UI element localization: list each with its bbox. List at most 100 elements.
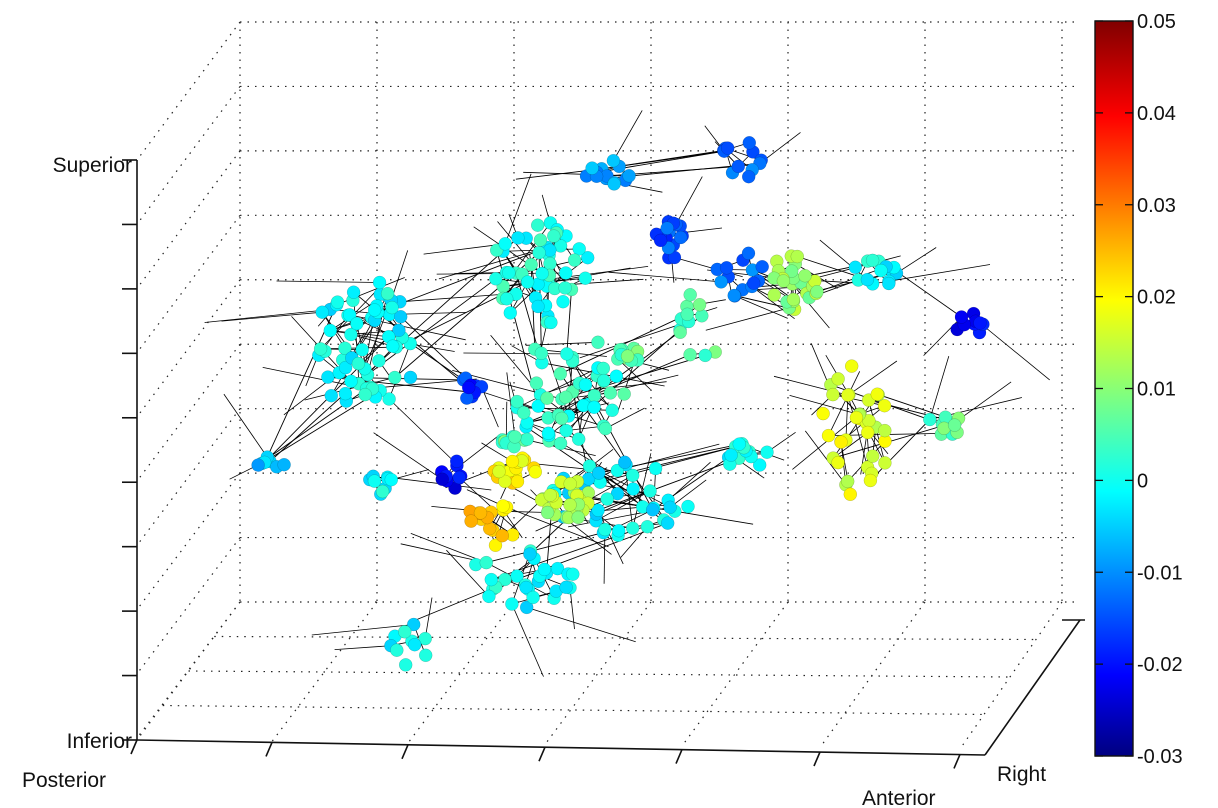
edge: [330, 330, 389, 338]
node-point: [323, 323, 338, 338]
node-point: [388, 370, 402, 385]
node-point: [502, 266, 516, 280]
node-point: [831, 372, 845, 386]
node-point: [338, 341, 352, 355]
node-point: [843, 487, 858, 502]
edge: [486, 532, 604, 564]
node-point: [511, 231, 525, 245]
node-point: [559, 580, 573, 595]
node-point: [563, 477, 577, 491]
node-point: [407, 637, 422, 652]
node-point: [398, 658, 413, 672]
node-point: [648, 461, 663, 476]
node-point: [617, 455, 632, 470]
node-point: [877, 398, 892, 413]
node-point: [865, 253, 880, 268]
node-point: [382, 392, 396, 406]
node-point: [947, 418, 962, 432]
edge: [955, 381, 1012, 423]
z-axis-min-label: Inferior: [67, 730, 132, 753]
node-point: [530, 218, 545, 232]
node-point: [695, 309, 709, 323]
node-point: [435, 472, 449, 487]
node-point: [585, 161, 599, 175]
edge: [561, 354, 706, 400]
node-point: [572, 242, 586, 256]
node-point: [541, 426, 556, 441]
node-point: [973, 316, 987, 330]
node-point: [533, 233, 548, 247]
node-point: [380, 286, 395, 301]
node-point: [449, 454, 464, 468]
edge: [848, 360, 898, 396]
edge: [923, 316, 962, 356]
node-point: [597, 373, 611, 388]
edge: [617, 358, 651, 390]
edge: [595, 490, 651, 522]
node-point: [375, 484, 390, 499]
node-point: [346, 285, 361, 299]
node-point: [848, 260, 863, 275]
node-point: [330, 295, 345, 309]
edge: [877, 393, 946, 418]
node-point: [603, 386, 618, 400]
node-point: [452, 470, 467, 485]
node-point: [464, 514, 478, 528]
edge: [559, 373, 669, 524]
edge: [481, 386, 499, 428]
node-point: [385, 339, 400, 353]
node-point: [251, 458, 265, 472]
node-point: [849, 410, 864, 425]
node-point: [720, 141, 735, 155]
edge: [792, 413, 861, 470]
node-point: [714, 275, 728, 289]
x-axis-max-label: Anterior: [862, 787, 936, 808]
node-point: [505, 454, 520, 469]
node-point: [519, 580, 533, 595]
node-point: [598, 522, 612, 537]
edge: [832, 432, 868, 459]
node-point: [384, 472, 399, 487]
edge: [311, 624, 414, 636]
node-point: [535, 266, 549, 281]
node-point: [863, 473, 878, 488]
edge: [828, 371, 861, 436]
edge: [506, 372, 516, 437]
node-point: [580, 250, 595, 265]
edge: [414, 586, 496, 621]
colorbar-tick-label: 0: [1137, 470, 1148, 492]
node-point: [724, 448, 738, 462]
node-point: [640, 519, 655, 534]
edge: [390, 250, 409, 301]
node-point: [392, 323, 406, 338]
node-point: [553, 367, 568, 381]
edge: [674, 510, 754, 525]
edge: [424, 597, 433, 639]
z-axis-max-label: Superior: [53, 154, 132, 177]
node-point: [367, 474, 382, 488]
edge: [566, 289, 572, 354]
node-point: [719, 261, 734, 275]
node-point: [498, 237, 512, 251]
node-point: [556, 294, 570, 309]
node-point: [821, 428, 836, 443]
node-point: [600, 492, 614, 506]
edge: [789, 395, 860, 415]
edge: [579, 321, 689, 359]
node-point: [609, 369, 624, 383]
node-point: [344, 327, 358, 342]
node-point: [473, 506, 488, 520]
node-point: [587, 400, 601, 415]
node-point: [559, 390, 573, 404]
edge: [566, 353, 590, 479]
edge: [804, 430, 847, 486]
edge: [734, 295, 788, 319]
edge: [367, 278, 497, 375]
node-point: [484, 572, 499, 587]
colorbar-tick-label: -0.01: [1137, 562, 1183, 584]
x-axis-min-label: Posterior: [22, 769, 106, 792]
node-point: [418, 648, 433, 663]
node-point: [622, 169, 636, 183]
edge: [608, 271, 722, 283]
node-point: [517, 405, 531, 420]
